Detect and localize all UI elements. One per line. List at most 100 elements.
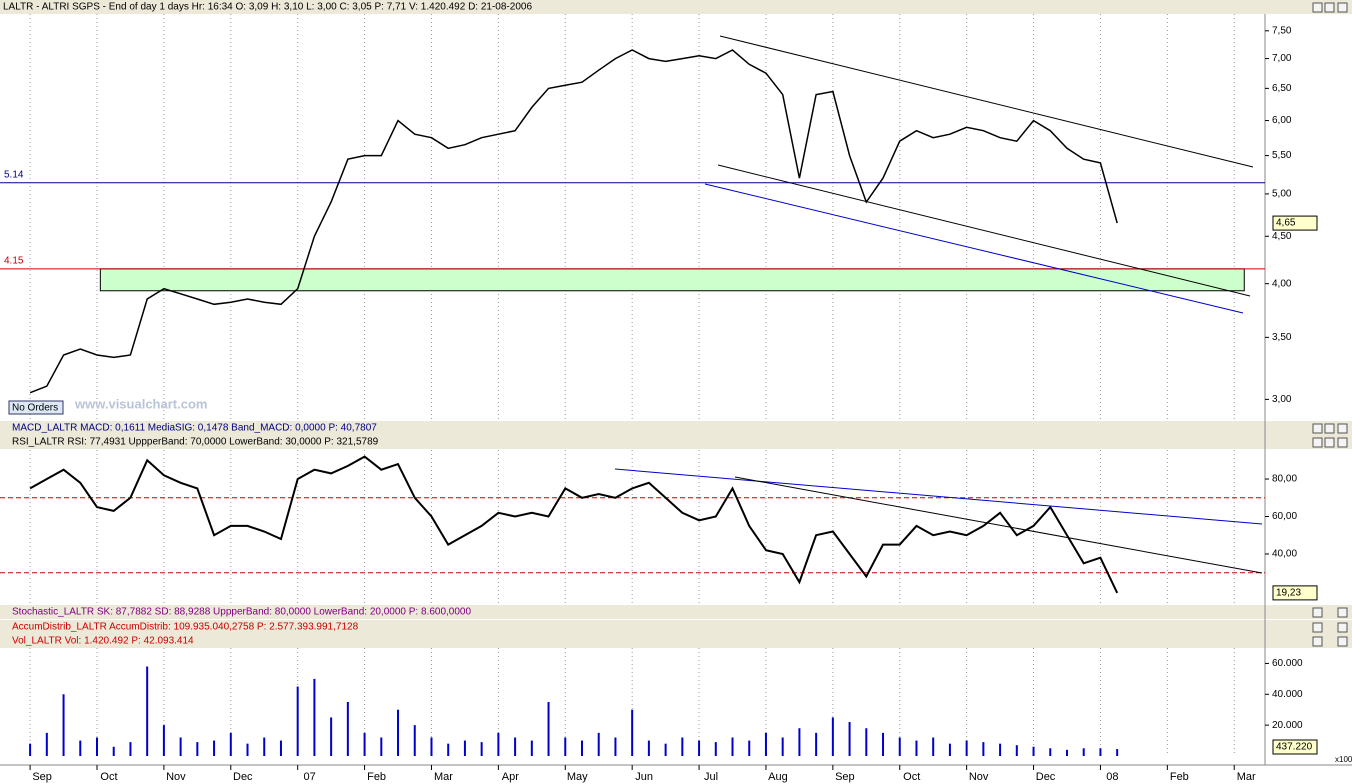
volume-bar (112, 746, 115, 756)
volume-bar (731, 737, 734, 756)
volume-bar (45, 732, 48, 756)
panel-bar (0, 421, 1352, 435)
volume-bar (698, 740, 701, 756)
volume-bar (296, 686, 299, 756)
volume-bar (547, 702, 550, 756)
accum-title: AccumDistrib_LALTR AccumDistrib: 109.935… (12, 622, 359, 633)
no-orders-box (8, 400, 64, 415)
trend-line (717, 164, 1251, 297)
volume-bar (898, 737, 901, 756)
volume-bar (564, 737, 567, 756)
volume-bar (714, 742, 717, 756)
volume-bar (681, 737, 684, 756)
volume-bar (1065, 749, 1068, 756)
volume-bar (129, 742, 132, 756)
volume-bar (580, 740, 583, 756)
volume-bar (631, 709, 634, 756)
volume-bar (999, 743, 1002, 756)
y-tick-label: 5,50 (1272, 150, 1292, 161)
volume-bar (363, 732, 366, 756)
panel-bar (0, 435, 1352, 449)
close-button[interactable] (1337, 437, 1348, 448)
y-tick-label: 6,00 (1272, 115, 1292, 126)
x-tick-label: Feb (367, 771, 386, 783)
volume-bar (1116, 749, 1119, 756)
close-button[interactable] (1337, 423, 1348, 434)
volume-bar (848, 722, 851, 756)
volume-bar (982, 742, 985, 756)
volume-bar (229, 732, 232, 756)
last-value-label: 4,65 (1276, 218, 1296, 229)
last-value-label: 19,23 (1276, 588, 1301, 599)
volume-bar (95, 737, 98, 756)
close-button[interactable] (1337, 636, 1348, 647)
restore-button[interactable] (1312, 437, 1323, 448)
volume-bar (330, 717, 333, 756)
x-tick-label: 07 (304, 771, 316, 783)
volume-bar (1099, 748, 1102, 756)
volume-bar (1032, 746, 1035, 756)
y-tick-label: 40.000 (1272, 689, 1303, 700)
x-tick-label: Sep (32, 771, 52, 783)
x-tick-label: 08 (1106, 771, 1118, 783)
last-value-box (1272, 585, 1318, 601)
volume-bar (246, 743, 249, 756)
volume-bar (1082, 748, 1085, 756)
volume-bar (748, 740, 751, 756)
maximize-button[interactable] (1324, 423, 1335, 434)
y-tick-label: 20.000 (1272, 720, 1303, 731)
volume-bar (1015, 745, 1018, 756)
volume-bar (815, 732, 818, 756)
volume-bar (932, 737, 935, 756)
y-tick-label: 80,00 (1272, 474, 1297, 485)
y-tick-label: 60,00 (1272, 511, 1297, 522)
volume-bar (798, 728, 801, 756)
volume-bar (614, 737, 617, 756)
close-button[interactable] (1337, 2, 1348, 13)
plot-layer: 3,00 3,50 4,00 4,50 5,00 5,50 6,00 6,50 7,00 7,50… (0, 14, 1352, 783)
volume-bar (514, 737, 517, 756)
volume-bar (162, 725, 165, 756)
volume-bar (664, 743, 667, 756)
close-button[interactable] (1337, 622, 1348, 633)
volume-bar (447, 743, 450, 756)
maximize-button[interactable] (1324, 2, 1335, 13)
y-tick-label: 6,50 (1272, 83, 1292, 94)
x-tick-label: May (567, 771, 588, 783)
restore-button[interactable] (1312, 607, 1323, 618)
h-line-label: 5.14 (4, 169, 24, 180)
volume-bar (380, 737, 383, 756)
volume-bar (948, 743, 951, 756)
volume-bar (62, 694, 65, 756)
restore-button[interactable] (1312, 2, 1323, 13)
price-line (29, 49, 1118, 394)
x-tick-label: Nov (969, 771, 989, 783)
y-tick-label: 4,50 (1272, 231, 1292, 242)
header-title: LALTR - ALTRI SGPS - End of day 1 days H… (3, 2, 532, 13)
restore-button[interactable] (1312, 423, 1323, 434)
y-tick-label: 7,00 (1272, 53, 1292, 64)
macd-title: MACD_LALTR MACD: 0,1611 MediaSIG: 0,1478… (12, 423, 377, 434)
x-tick-label: Oct (903, 771, 920, 783)
y-tick-label: 40,00 (1272, 549, 1297, 560)
restore-button[interactable] (1312, 622, 1323, 633)
panel-bar (0, 620, 1352, 634)
volume-bar (146, 666, 149, 756)
volume-bar (179, 737, 182, 756)
x-tick-label: Dec (1036, 771, 1056, 783)
restore-button[interactable] (1312, 636, 1323, 647)
watermark: www.visualchart.com (74, 396, 207, 411)
volume-bar (647, 740, 650, 756)
volume-bar (480, 742, 483, 756)
maximize-button[interactable] (1324, 437, 1335, 448)
panel-title: RSI_LALTR RSI: 77,4931 UppperBand: 70,00… (12, 437, 379, 448)
volume-bar (263, 737, 266, 756)
volume-bar (530, 740, 533, 756)
header-bar (0, 0, 1352, 14)
x-tick-label: Dec (233, 771, 253, 783)
y-tick-label: 3,00 (1272, 394, 1292, 405)
close-button[interactable] (1337, 607, 1348, 618)
y-tick-label: 60.000 (1272, 658, 1303, 669)
x-tick-label: Jun (635, 771, 653, 783)
